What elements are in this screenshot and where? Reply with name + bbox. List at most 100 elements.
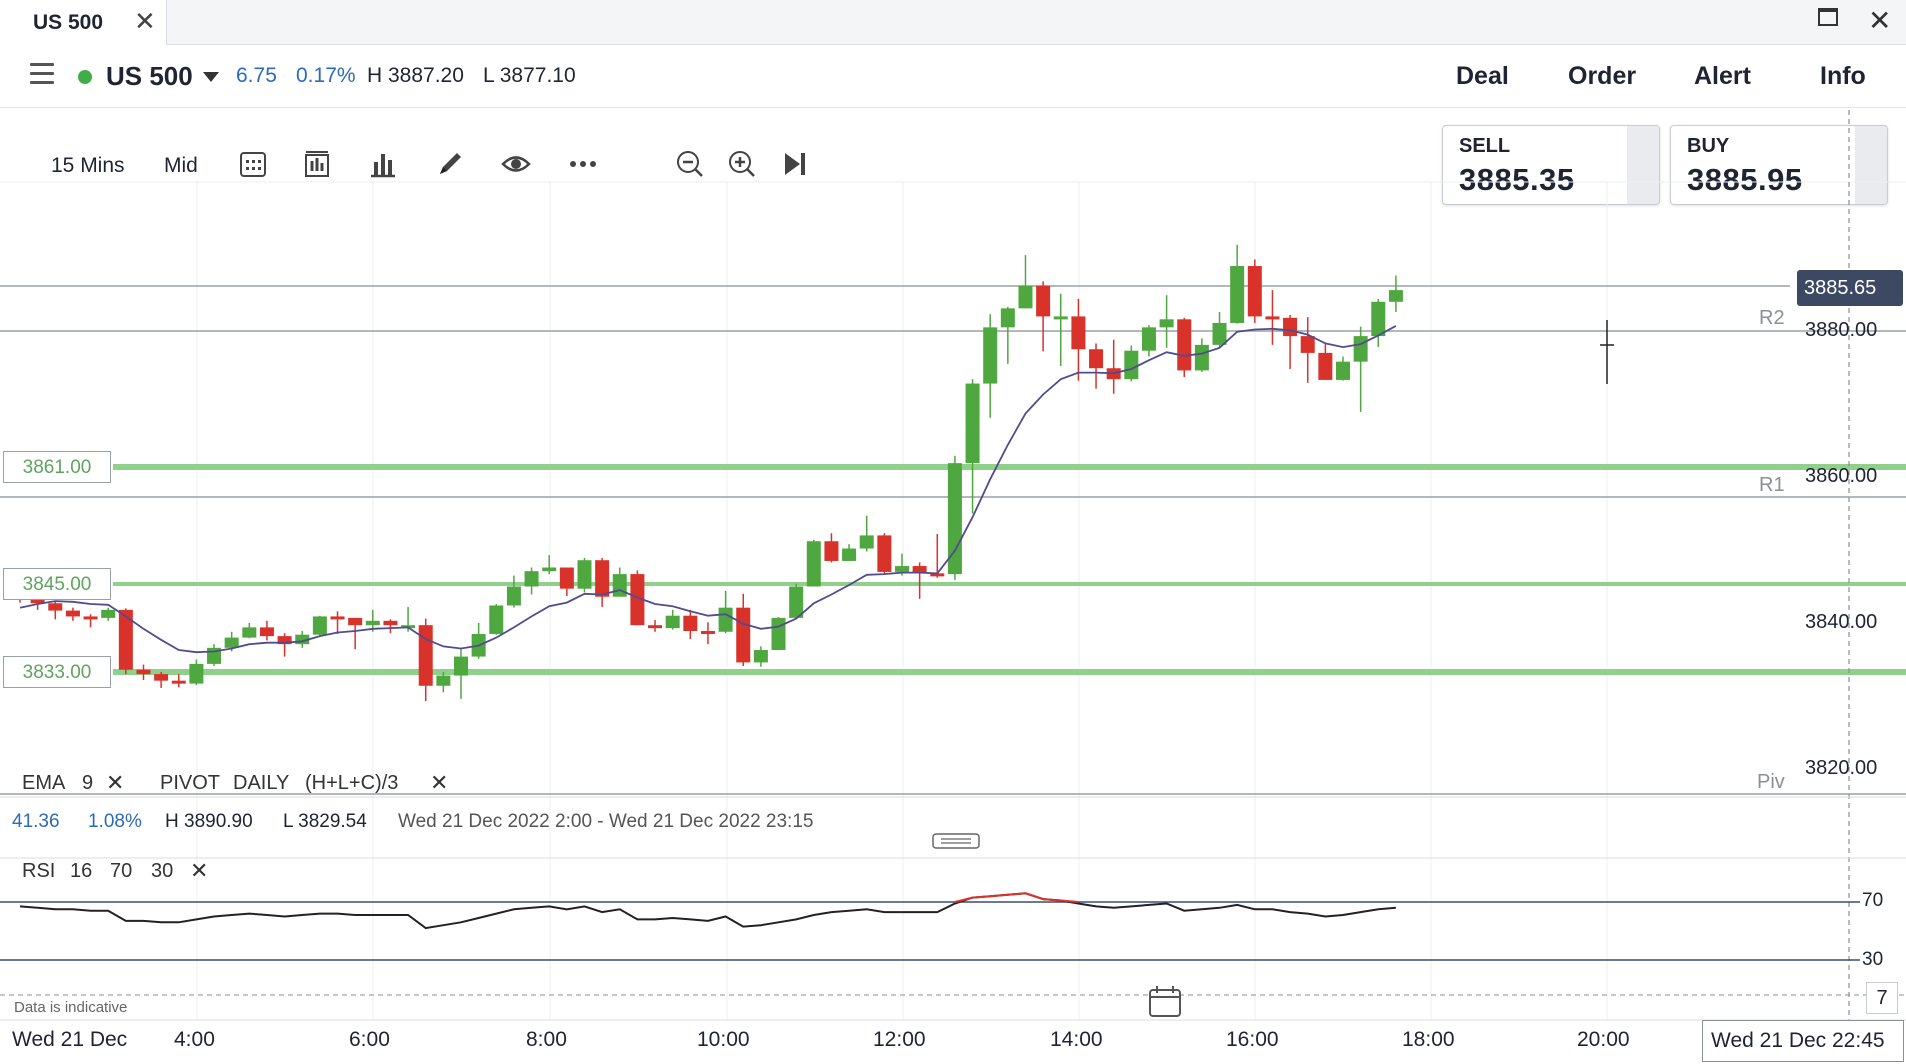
candle-up[interactable]	[295, 634, 310, 645]
level-label-3861[interactable]: 3861.00	[3, 451, 111, 483]
skip-to-end-icon[interactable]	[780, 149, 810, 179]
calendar-icon[interactable]	[238, 149, 268, 179]
candle-up[interactable]	[789, 586, 804, 618]
rsi-indicator-label[interactable]: RSI	[22, 860, 56, 882]
candle-up[interactable]	[312, 616, 327, 635]
candle-down[interactable]	[136, 669, 151, 675]
candle-down[interactable]	[595, 560, 610, 597]
close-icon[interactable]: ✕	[134, 6, 156, 36]
candle-up[interactable]	[1194, 344, 1209, 371]
candle-down[interactable]	[330, 616, 345, 620]
instrument-name[interactable]: US 500	[106, 61, 193, 91]
ema-indicator-label[interactable]: EMA	[22, 772, 66, 794]
candle-down[interactable]	[700, 631, 715, 635]
ema-remove-icon[interactable]: ✕	[106, 770, 125, 795]
candle-up[interactable]	[718, 607, 733, 632]
candle-up[interactable]	[242, 627, 257, 638]
candle-down[interactable]	[1071, 316, 1086, 350]
level-label-3845[interactable]: 3845.00	[3, 568, 111, 600]
price-type-selector[interactable]: Mid	[164, 154, 198, 177]
window-close-icon[interactable]: ✕	[1868, 5, 1892, 36]
candle-up[interactable]	[365, 620, 380, 626]
candle-up[interactable]	[454, 656, 468, 676]
bar-chart-icon[interactable]	[368, 149, 398, 179]
pane-resize-handle[interactable]	[932, 833, 980, 849]
candle-up[interactable]	[524, 571, 539, 587]
candle-down[interactable]	[1265, 316, 1280, 320]
candle-up[interactable]	[1388, 290, 1403, 302]
candle-up[interactable]	[1141, 327, 1156, 351]
candle-up[interactable]	[1018, 285, 1033, 309]
chart-type-icon[interactable]	[302, 149, 332, 179]
calendar-jump-icon[interactable]	[1149, 986, 1181, 1017]
candle-down[interactable]	[630, 574, 645, 626]
candle-up[interactable]	[1000, 308, 1015, 328]
rsi-remove-icon[interactable]: ✕	[190, 858, 209, 883]
candle-up[interactable]	[577, 560, 592, 589]
candle-up[interactable]	[753, 650, 768, 663]
candle-up[interactable]	[965, 383, 980, 464]
maximize-icon[interactable]	[1818, 8, 1838, 26]
candle-up[interactable]	[947, 463, 962, 575]
sell-button[interactable]: SELL 3885.35	[1442, 125, 1660, 205]
candle-up[interactable]	[983, 327, 998, 384]
candle-down[interactable]	[648, 625, 663, 629]
candle-down[interactable]	[171, 680, 186, 684]
candle-up[interactable]	[1124, 350, 1139, 380]
candle-up[interactable]	[859, 535, 874, 549]
candle-up[interactable]	[895, 566, 909, 572]
candle-up[interactable]	[506, 586, 521, 606]
candle-down[interactable]	[83, 616, 98, 620]
candle-up[interactable]	[1159, 319, 1174, 328]
candle-down[interactable]	[1247, 266, 1262, 317]
candle-down[interactable]	[154, 674, 169, 681]
candle-down[interactable]	[48, 603, 63, 611]
candle-up[interactable]	[1371, 301, 1386, 337]
candle-up[interactable]	[612, 574, 627, 597]
nav-order[interactable]: Order	[1568, 62, 1637, 90]
candle-down[interactable]	[877, 535, 892, 572]
candle-down[interactable]	[65, 610, 80, 617]
candle-down[interactable]	[1283, 317, 1298, 337]
candle-down[interactable]	[824, 541, 839, 561]
candle-up[interactable]	[101, 609, 116, 618]
menu-icon[interactable]	[30, 63, 54, 90]
chevron-down-icon[interactable]	[203, 72, 219, 82]
candle-down[interactable]	[259, 627, 274, 637]
level-label-3833[interactable]: 3833.00	[3, 656, 111, 688]
tab-us500[interactable]: US 500 ✕	[0, 0, 167, 45]
candle-down[interactable]	[418, 625, 433, 686]
timeframe-selector[interactable]: 15 Mins	[51, 154, 125, 177]
candle-down[interactable]	[912, 566, 927, 574]
candle-up[interactable]	[436, 675, 451, 686]
candle-up[interactable]	[1053, 316, 1068, 320]
pencil-icon[interactable]	[435, 149, 465, 179]
candle-down[interactable]	[1089, 349, 1104, 369]
nav-alert[interactable]: Alert	[1694, 62, 1751, 90]
zoom-out-icon[interactable]	[675, 149, 705, 179]
candle-down[interactable]	[348, 617, 363, 626]
candle-up[interactable]	[1353, 336, 1368, 362]
candle-down[interactable]	[1300, 336, 1315, 353]
pivot-remove-icon[interactable]: ✕	[430, 770, 449, 795]
pivot-indicator-label[interactable]: PIVOT	[160, 772, 221, 794]
candle-up[interactable]	[224, 637, 239, 648]
calendar-day-badge[interactable]: 7	[1866, 982, 1898, 1014]
candle-down[interactable]	[559, 567, 574, 589]
candle-up[interactable]	[1336, 361, 1350, 380]
candle-up[interactable]	[489, 605, 504, 634]
candle-down[interactable]	[736, 607, 751, 663]
candle-up[interactable]	[665, 615, 680, 629]
candle-up[interactable]	[1212, 322, 1227, 345]
candle-down[interactable]	[1177, 319, 1192, 371]
candle-up[interactable]	[189, 663, 204, 684]
candle-up[interactable]	[771, 617, 786, 651]
candle-down[interactable]	[118, 609, 133, 670]
candle-down[interactable]	[277, 636, 292, 645]
candle-down[interactable]	[383, 620, 398, 626]
zoom-in-icon[interactable]	[727, 149, 757, 179]
candle-up[interactable]	[1230, 266, 1245, 323]
nav-deal[interactable]: Deal	[1456, 62, 1509, 90]
more-icon[interactable]	[568, 149, 598, 179]
